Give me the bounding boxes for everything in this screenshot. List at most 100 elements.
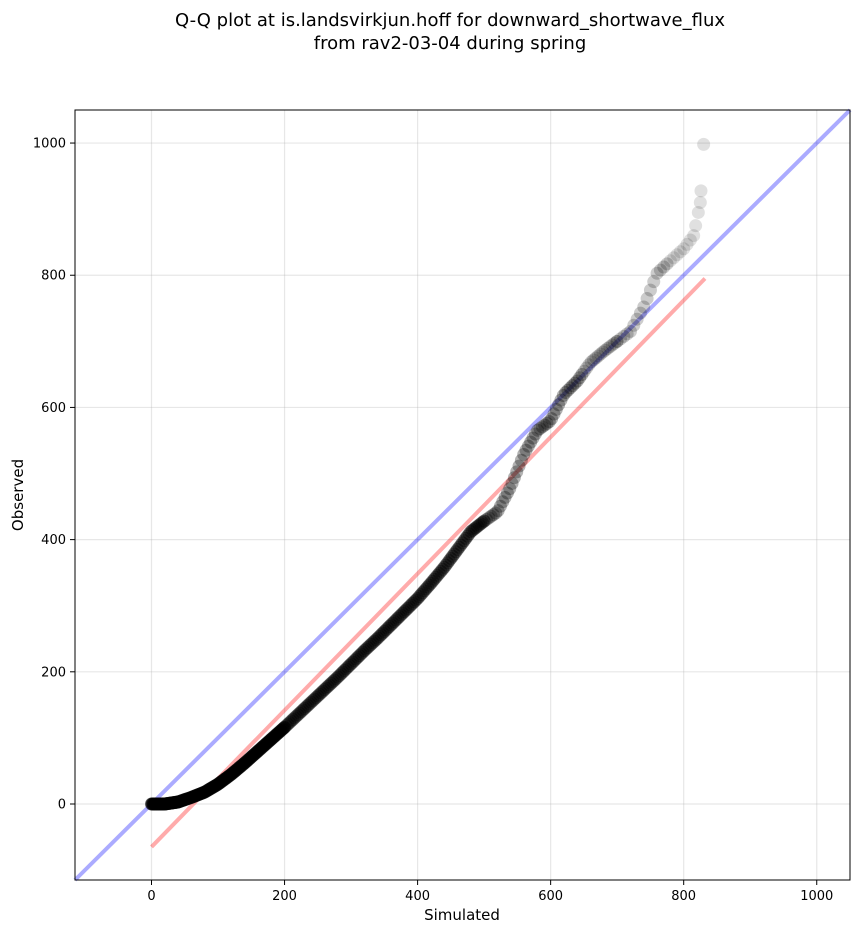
qq-point xyxy=(610,335,624,349)
qq-point xyxy=(336,665,350,679)
qq-point xyxy=(603,340,617,354)
qq-point xyxy=(582,358,596,372)
qq-point xyxy=(278,720,292,734)
qq-point xyxy=(422,578,436,592)
qq-point xyxy=(470,519,484,533)
y-tick-label: 800 xyxy=(41,269,66,284)
qq-point xyxy=(643,283,657,297)
qq-point xyxy=(406,596,420,610)
qq-point xyxy=(683,233,697,247)
qq-point xyxy=(302,697,316,711)
qq-point xyxy=(568,376,582,390)
qq-point xyxy=(429,570,443,584)
qq-point xyxy=(421,580,435,594)
qq-point xyxy=(407,595,421,609)
qq-point xyxy=(337,663,351,677)
qq-point xyxy=(402,600,416,614)
qq-point xyxy=(479,512,493,526)
qq-point xyxy=(332,668,346,682)
qq-point xyxy=(633,306,647,320)
qq-point xyxy=(381,621,395,635)
x-tick-label: 200 xyxy=(272,889,297,904)
qq-point xyxy=(677,242,691,256)
qq-point xyxy=(589,351,603,365)
qq-point xyxy=(542,415,556,429)
qq-point xyxy=(382,620,396,634)
qq-point xyxy=(289,709,303,723)
reference-lines xyxy=(73,108,852,882)
qq-point xyxy=(670,248,684,262)
qq-point xyxy=(437,560,451,574)
qq-point xyxy=(327,673,341,687)
qq-point xyxy=(299,700,313,714)
qq-point xyxy=(392,610,406,624)
qq-point xyxy=(432,566,446,580)
qq-point xyxy=(460,529,474,543)
x-tick-label: 400 xyxy=(405,889,430,904)
qq-point xyxy=(531,423,545,437)
qq-point xyxy=(409,593,423,607)
qq-point xyxy=(475,515,489,529)
qq-point xyxy=(306,694,320,708)
qq-point xyxy=(573,371,587,385)
qq-point xyxy=(500,486,514,500)
qq-point xyxy=(397,605,411,619)
qq-point xyxy=(314,686,328,700)
qq-point xyxy=(452,540,466,554)
qq-point xyxy=(454,538,468,552)
qq-point xyxy=(484,509,498,523)
qq-point xyxy=(640,292,654,306)
qq-point xyxy=(321,680,335,694)
qq-point xyxy=(575,368,589,382)
qq-point xyxy=(605,338,619,352)
qq-point xyxy=(324,676,338,690)
qq-point xyxy=(424,576,438,590)
qq-point xyxy=(610,334,624,348)
qq-point xyxy=(351,650,365,664)
qq-point xyxy=(342,659,356,673)
qq-point xyxy=(376,626,390,640)
quantile-points xyxy=(145,137,711,811)
qq-point xyxy=(549,402,563,416)
qq-point xyxy=(456,536,469,550)
qq-point xyxy=(293,706,307,720)
qq-point xyxy=(535,420,549,434)
qq-point xyxy=(521,439,535,453)
x-axis-ticks: 0 200 400 600 800 1000 xyxy=(147,880,833,904)
fit-line xyxy=(150,277,707,849)
qq-point xyxy=(693,196,707,210)
qq-point xyxy=(371,631,385,645)
qq-point xyxy=(426,574,440,588)
qq-point xyxy=(663,254,677,268)
qq-point xyxy=(281,717,295,731)
qq-point xyxy=(613,332,627,346)
qq-point xyxy=(489,506,503,520)
qq-point xyxy=(441,556,455,570)
qq-point xyxy=(444,551,458,565)
qq-point xyxy=(357,644,371,658)
qq-point xyxy=(431,568,445,582)
qq-point xyxy=(459,531,473,545)
qq-point xyxy=(630,312,644,326)
qq-point xyxy=(519,443,533,457)
qq-point xyxy=(512,459,526,473)
qq-point xyxy=(277,721,291,735)
qq-point xyxy=(580,361,594,375)
qq-point xyxy=(577,364,591,378)
qq-point xyxy=(312,687,326,701)
qq-point xyxy=(311,689,325,703)
qq-point xyxy=(552,398,566,412)
qq-point xyxy=(366,636,380,650)
identity-line xyxy=(73,108,852,882)
qq-point xyxy=(467,522,481,536)
qq-point xyxy=(414,588,428,602)
qq-point xyxy=(503,482,517,496)
qq-point xyxy=(341,660,355,674)
qq-point xyxy=(596,345,610,359)
chart-title-line-2: from rav2-03-04 during spring xyxy=(314,33,587,54)
qq-point xyxy=(594,347,608,361)
qq-point xyxy=(498,490,512,504)
qq-point xyxy=(387,615,401,629)
qq-point xyxy=(442,554,456,568)
